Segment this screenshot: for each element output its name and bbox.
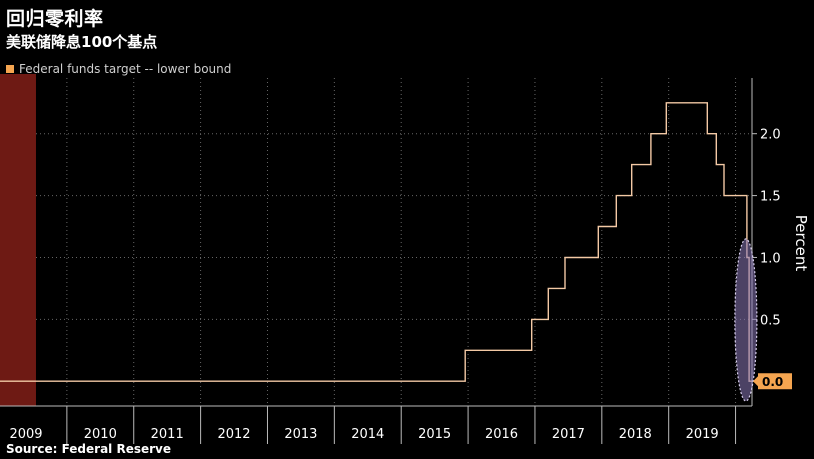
gridlines xyxy=(0,78,752,406)
y-tick-label-3: 2.0 xyxy=(760,128,781,143)
x-tick-label-1: 2010 xyxy=(84,427,117,442)
annotations: 0.0 xyxy=(734,238,792,402)
y-axis: 0.5 1.0 1.5 2.0 Percent xyxy=(751,78,810,406)
series-group xyxy=(0,102,753,382)
recession-band-group xyxy=(0,74,36,406)
source-note: Source: Federal Reserve xyxy=(6,442,171,456)
y-tick-label-0: 0.5 xyxy=(760,313,781,328)
x-tick-label-4: 2013 xyxy=(284,427,317,442)
y-tick-label-2: 1.5 xyxy=(760,190,781,205)
current-value-pointer xyxy=(753,376,758,387)
y-tick-label-1: 1.0 xyxy=(760,251,781,266)
current-value-badge xyxy=(758,373,792,390)
chart-subtitle: 美联储降息100个基点 xyxy=(6,33,158,51)
current-value-label: 0.0 xyxy=(762,375,783,389)
x-tick-label-3: 2012 xyxy=(217,427,250,442)
x-tick-label-9: 2018 xyxy=(619,427,652,442)
chart-title: 回归零利率 xyxy=(6,8,104,30)
x-tick-label-7: 2016 xyxy=(485,427,518,442)
x-axis: 2009 2010 2011 2012 2013 2014 2015 2016 2017 2018… xyxy=(0,405,752,444)
legend-swatch xyxy=(6,65,14,73)
legend: Federal funds target -- lower bound xyxy=(6,62,231,76)
x-tick-label-2: 2011 xyxy=(151,427,184,442)
x-tick-label-0: 2009 xyxy=(9,427,42,442)
x-tick-label-5: 2014 xyxy=(351,427,384,442)
highlight-ellipse xyxy=(734,238,758,402)
x-tick-label-8: 2017 xyxy=(552,427,585,442)
y-axis-label: Percent xyxy=(792,215,810,272)
series-line-0 xyxy=(0,102,752,382)
recession-band-0 xyxy=(0,74,36,406)
x-tick-label-10: 2019 xyxy=(686,427,719,442)
legend-label: Federal funds target -- lower bound xyxy=(19,62,232,76)
x-tick-label-6: 2015 xyxy=(418,427,451,442)
